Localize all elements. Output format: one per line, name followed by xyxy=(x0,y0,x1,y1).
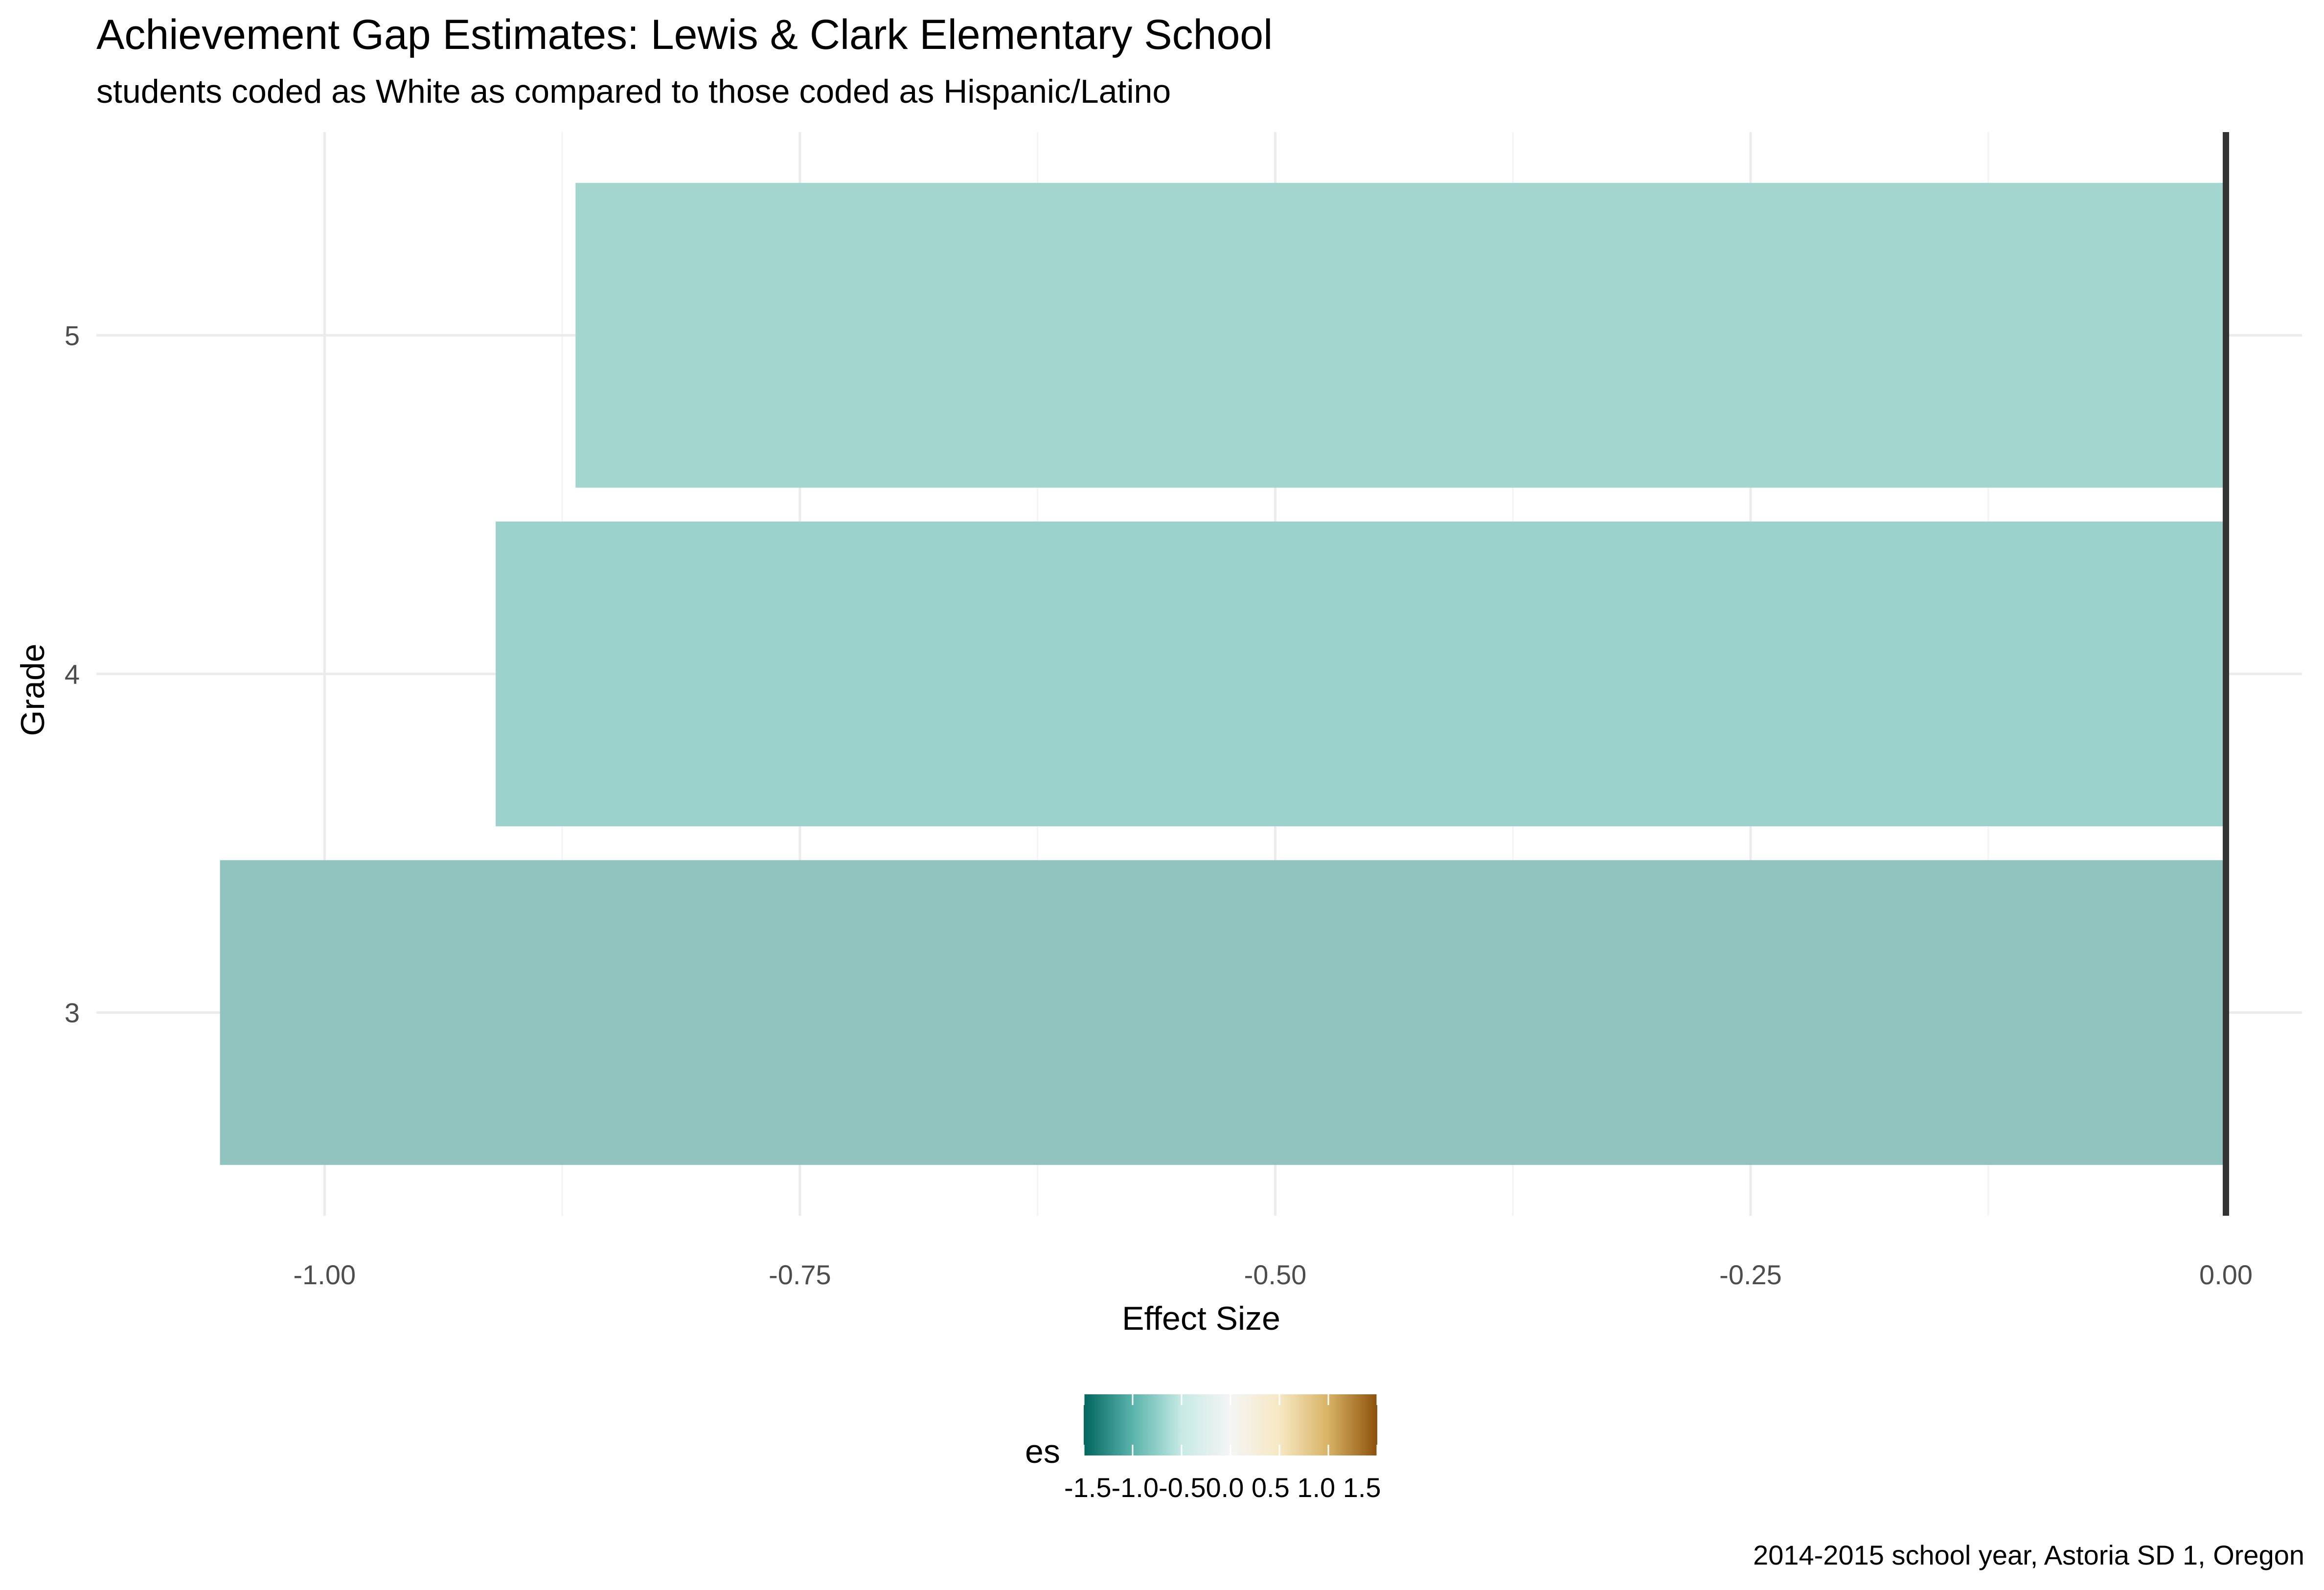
y-tick-label: 3 xyxy=(65,998,80,1028)
chart-title: Achievement Gap Estimates: Lewis & Clark… xyxy=(96,11,1273,58)
x-tick-label: -0.25 xyxy=(1719,1259,1782,1290)
x-tick-label: -0.50 xyxy=(1244,1259,1307,1290)
x-tick-label: 0.00 xyxy=(2199,1259,2253,1290)
legend-colorbar-ticks xyxy=(1083,1394,1378,1455)
y-tick-label: 5 xyxy=(65,320,80,351)
legend-title: es xyxy=(1025,1433,1060,1470)
x-tick-label: -0.75 xyxy=(769,1259,831,1290)
y-axis-ticks: 3 4 5 xyxy=(65,320,80,1028)
legend-tick-labels: -1.5-1.0-0.50.0 0.5 1.0 1.5 xyxy=(1064,1472,1381,1503)
x-tick-label: -1.00 xyxy=(294,1259,356,1290)
x-axis-title: Effect Size xyxy=(1122,1300,1280,1337)
x-axis-ticks: -1.00 -0.75 -0.50 -0.25 0.00 xyxy=(294,1259,2253,1290)
chart-subtitle: students coded as White as compared to t… xyxy=(96,73,1171,110)
bar-grade-5 xyxy=(575,182,2226,488)
y-tick-label: 4 xyxy=(65,659,80,690)
bar-grade-4 xyxy=(496,522,2226,826)
chart-caption: 2014-2015 school year, Astoria SD 1, Ore… xyxy=(1753,1540,2304,1570)
bars xyxy=(220,182,2226,1165)
y-axis-title: Grade xyxy=(14,644,51,736)
legend: es -1.5-1.0-0.50.0 0.5 1.0 1.5 xyxy=(1025,1394,1381,1503)
bar-grade-3 xyxy=(220,860,2226,1165)
